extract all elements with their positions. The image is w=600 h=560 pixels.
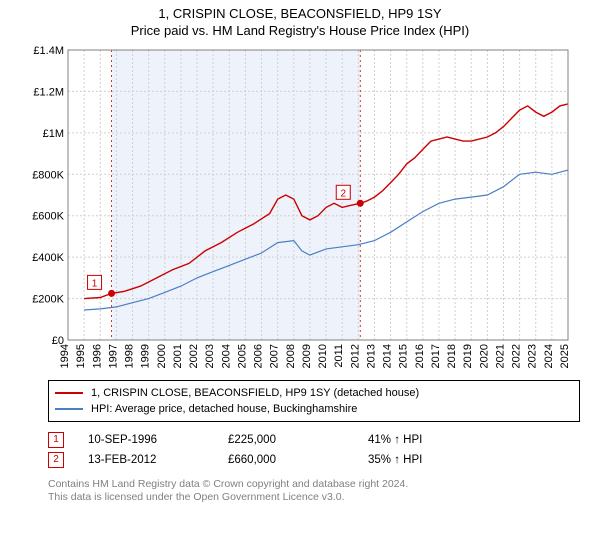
- svg-text:2006: 2006: [253, 344, 265, 368]
- svg-text:£1M: £1M: [43, 128, 64, 140]
- svg-text:2014: 2014: [382, 344, 394, 368]
- svg-text:2020: 2020: [478, 344, 490, 368]
- legend-row-hpi: HPI: Average price, detached house, Buck…: [55, 401, 573, 417]
- transaction-delta-2: 35% ↑ HPI: [368, 454, 508, 466]
- chart-title: 1, CRISPIN CLOSE, BEACONSFIELD, HP9 1SY: [0, 0, 600, 21]
- legend-row-property: 1, CRISPIN CLOSE, BEACONSFIELD, HP9 1SY …: [55, 385, 573, 401]
- transactions-table: 1 10-SEP-1996 £225,000 41% ↑ HPI 2 13-FE…: [48, 430, 580, 470]
- svg-text:1998: 1998: [124, 344, 136, 368]
- svg-text:2013: 2013: [365, 344, 377, 368]
- svg-text:2012: 2012: [349, 344, 361, 368]
- chart-container: 1, CRISPIN CLOSE, BEACONSFIELD, HP9 1SY …: [0, 0, 600, 560]
- transaction-delta-1: 41% ↑ HPI: [368, 434, 508, 446]
- svg-text:1: 1: [92, 278, 98, 289]
- svg-text:2009: 2009: [301, 344, 313, 368]
- transaction-price-2: £660,000: [228, 454, 368, 466]
- svg-text:2019: 2019: [462, 344, 474, 368]
- svg-text:2011: 2011: [333, 344, 345, 368]
- svg-text:2018: 2018: [446, 344, 458, 368]
- svg-text:2: 2: [340, 188, 346, 199]
- svg-text:£1.4M: £1.4M: [33, 45, 64, 57]
- svg-text:1994: 1994: [59, 344, 71, 368]
- svg-text:2017: 2017: [430, 344, 442, 368]
- svg-text:£400K: £400K: [32, 252, 64, 264]
- license-line-1: Contains HM Land Registry data © Crown c…: [48, 478, 580, 491]
- svg-text:2002: 2002: [188, 344, 200, 368]
- svg-text:2008: 2008: [285, 344, 297, 368]
- license-text: Contains HM Land Registry data © Crown c…: [48, 478, 580, 504]
- chart-svg: 12£0£200K£400K£600K£800K£1M£1.2M£1.4M199…: [20, 44, 580, 374]
- svg-text:2001: 2001: [172, 344, 184, 368]
- svg-text:2025: 2025: [559, 344, 571, 368]
- chart-subtitle: Price paid vs. HM Land Registry's House …: [0, 21, 600, 44]
- legend-swatch-hpi: [55, 408, 83, 410]
- transaction-row-2: 2 13-FEB-2012 £660,000 35% ↑ HPI: [48, 450, 580, 470]
- transaction-marker-2: 2: [48, 452, 64, 468]
- svg-text:1997: 1997: [107, 344, 119, 368]
- transaction-date-1: 10-SEP-1996: [88, 434, 228, 446]
- legend-swatch-property: [55, 392, 83, 394]
- svg-text:2024: 2024: [543, 344, 555, 368]
- legend-box: 1, CRISPIN CLOSE, BEACONSFIELD, HP9 1SY …: [48, 380, 580, 422]
- svg-text:£200K: £200K: [32, 294, 64, 306]
- svg-text:1999: 1999: [140, 344, 152, 368]
- legend-label-hpi: HPI: Average price, detached house, Buck…: [91, 403, 357, 415]
- svg-text:1996: 1996: [91, 344, 103, 368]
- license-line-2: This data is licensed under the Open Gov…: [48, 491, 580, 504]
- transaction-row-1: 1 10-SEP-1996 £225,000 41% ↑ HPI: [48, 430, 580, 450]
- transaction-marker-1: 1: [48, 432, 64, 448]
- svg-text:£1.2M: £1.2M: [33, 86, 64, 98]
- svg-text:2003: 2003: [204, 344, 216, 368]
- svg-text:2022: 2022: [511, 344, 523, 368]
- svg-text:2005: 2005: [236, 344, 248, 368]
- svg-text:2007: 2007: [269, 344, 281, 368]
- svg-text:2023: 2023: [527, 344, 539, 368]
- svg-text:£600K: £600K: [32, 211, 64, 223]
- svg-text:2004: 2004: [220, 344, 232, 368]
- transaction-date-2: 13-FEB-2012: [88, 454, 228, 466]
- svg-text:£800K: £800K: [32, 169, 64, 181]
- svg-text:2021: 2021: [494, 344, 506, 368]
- svg-text:2010: 2010: [317, 344, 329, 368]
- svg-text:1995: 1995: [75, 344, 87, 368]
- svg-text:2016: 2016: [414, 344, 426, 368]
- transaction-price-1: £225,000: [228, 434, 368, 446]
- legend-label-property: 1, CRISPIN CLOSE, BEACONSFIELD, HP9 1SY …: [91, 387, 419, 399]
- svg-text:2000: 2000: [156, 344, 168, 368]
- svg-text:2015: 2015: [398, 344, 410, 368]
- chart-plot-area: 12£0£200K£400K£600K£800K£1M£1.2M£1.4M199…: [20, 44, 580, 374]
